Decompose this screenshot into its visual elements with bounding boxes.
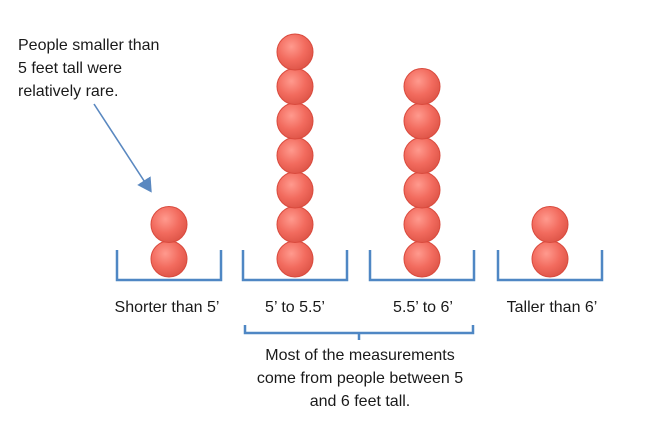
measurement-ball xyxy=(276,102,314,140)
bin-label: 5.5’ to 6’ xyxy=(393,299,453,316)
group-brace xyxy=(243,325,475,340)
measurement-ball xyxy=(276,206,314,243)
measurement-ball xyxy=(531,240,569,278)
annotation-line: Most of the measurements xyxy=(265,347,455,364)
bin xyxy=(115,250,223,282)
measurement-ball xyxy=(276,33,314,71)
annotation-line: come from people between 5 xyxy=(256,370,464,387)
measurement-ball xyxy=(150,240,188,278)
measurement-ball xyxy=(403,68,441,105)
bin-label: Taller than 6’ xyxy=(506,299,598,316)
measurement-ball xyxy=(531,206,569,243)
measurement-ball xyxy=(403,206,441,243)
annotation-arrow xyxy=(93,103,152,193)
measurement-ball xyxy=(276,68,314,105)
bin xyxy=(496,250,604,282)
measurement-ball xyxy=(276,171,314,209)
bin xyxy=(241,250,349,282)
measurement-ball xyxy=(276,137,314,174)
annotation-line: People smaller than xyxy=(18,37,160,54)
bin-label: 5’ to 5.5’ xyxy=(265,299,325,316)
measurement-ball xyxy=(276,240,314,278)
measurement-ball xyxy=(403,137,441,174)
measurement-ball xyxy=(403,171,441,209)
bin-label: Shorter than 5’ xyxy=(114,299,220,316)
annotation-line: and 6 feet tall. xyxy=(309,393,411,410)
bin xyxy=(368,250,476,282)
annotation-most-measurements: Most of the measurements come from peopl… xyxy=(225,344,495,413)
annotation-line: 5 feet tall were xyxy=(18,60,123,77)
measurement-ball xyxy=(403,240,441,278)
annotation-line: relatively rare. xyxy=(18,83,119,100)
annotation-rare-heights: People smaller than 5 feet tall were rel… xyxy=(18,34,159,103)
measurement-ball xyxy=(150,206,188,243)
measurement-ball xyxy=(403,102,441,140)
